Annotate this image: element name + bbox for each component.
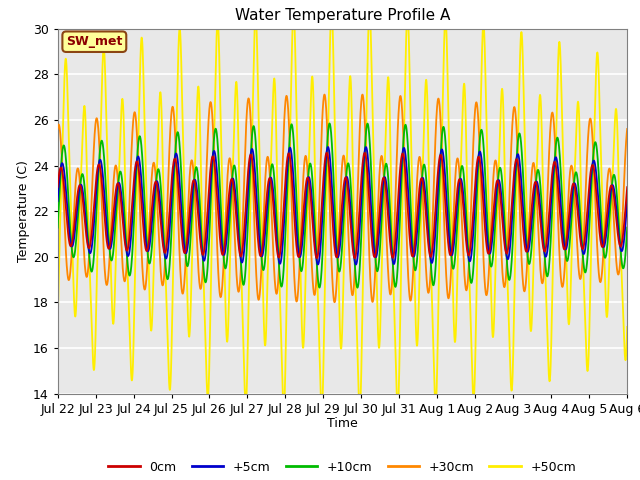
+10cm [272, 204, 280, 210]
0cm [152, 180, 160, 185]
+30cm [118, 263, 126, 268]
Legend: 0cm, +5cm, +10cm, +30cm, +50cm: 0cm, +5cm, +10cm, +30cm, +50cm [103, 456, 582, 479]
+30cm [152, 184, 160, 190]
+50cm [118, 96, 126, 102]
+50cm [356, 408, 364, 414]
+50cm [54, 324, 61, 330]
Line: +50cm: +50cm [58, 9, 627, 411]
Y-axis label: Temperature (C): Temperature (C) [17, 160, 30, 262]
+30cm [297, 235, 305, 240]
+10cm [623, 225, 631, 230]
+10cm [118, 182, 126, 188]
+5cm [54, 198, 61, 204]
+30cm [623, 126, 631, 132]
+5cm [272, 227, 280, 232]
+5cm [118, 204, 126, 210]
0cm [623, 184, 631, 190]
+50cm [612, 108, 620, 113]
Line: +5cm: +5cm [58, 147, 627, 264]
0cm [551, 160, 559, 166]
+5cm [352, 262, 360, 267]
+5cm [612, 207, 620, 213]
+50cm [272, 120, 280, 125]
+50cm [328, 6, 335, 12]
+30cm [612, 260, 620, 265]
Line: +10cm: +10cm [58, 123, 627, 288]
Title: Water Temperature Profile A: Water Temperature Profile A [235, 9, 450, 24]
+10cm [152, 177, 160, 183]
+50cm [152, 183, 160, 189]
Line: +30cm: +30cm [58, 95, 627, 302]
+5cm [297, 252, 305, 258]
+10cm [297, 267, 305, 273]
0cm [297, 243, 305, 249]
+50cm [623, 324, 631, 330]
+5cm [551, 156, 559, 161]
+30cm [331, 300, 339, 305]
Text: SW_met: SW_met [66, 35, 122, 48]
+10cm [54, 225, 61, 230]
+30cm [551, 140, 559, 146]
+5cm [623, 198, 631, 204]
+10cm [326, 120, 333, 126]
+5cm [152, 179, 160, 185]
+10cm [354, 285, 362, 290]
+30cm [272, 290, 280, 296]
+30cm [54, 126, 61, 132]
+50cm [551, 176, 559, 181]
+30cm [321, 92, 328, 97]
0cm [351, 255, 358, 261]
0cm [612, 217, 620, 223]
X-axis label: Time: Time [327, 417, 358, 430]
+10cm [612, 186, 620, 192]
+5cm [324, 144, 332, 150]
+50cm [297, 276, 305, 282]
0cm [118, 216, 126, 222]
+10cm [551, 152, 559, 158]
0cm [272, 238, 280, 243]
0cm [54, 184, 61, 190]
0cm [323, 150, 331, 156]
Line: 0cm: 0cm [58, 153, 627, 258]
